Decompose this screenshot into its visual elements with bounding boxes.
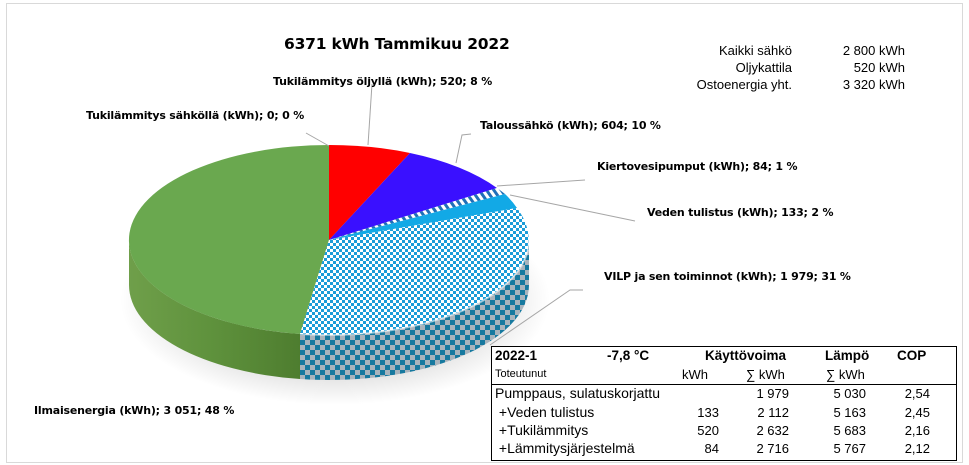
row-sum-kwh: 2 112: [757, 405, 789, 420]
summary-value: 3 320 kWh: [842, 77, 905, 92]
subheader-sum-kwh: ∑ kWh: [746, 367, 785, 382]
table-row: +Veden tulistus 133 2 112 5 163 2,45: [492, 404, 956, 422]
subheader-toteutunut: Toteutunut: [495, 368, 547, 380]
slice-tukilammitys-oljy: [329, 144, 410, 240]
chart-title: 6371 kWh Tammikuu 2022: [284, 35, 510, 53]
row-label: +Lämmitysjärjestelmä: [495, 440, 635, 456]
table-header: 2022-1 -7,8 °C Käyttövoima Lämpö COP: [492, 347, 956, 366]
row-lampo: 5 767: [833, 441, 866, 456]
label-taloussahko: Taloussähkö (kWh); 604; 10 %: [480, 119, 661, 132]
header-lampo: Lämpö: [825, 348, 870, 363]
label-tukilammitys-oljy: Tukilämmitys öljyllä (kWh); 520; 8 %: [273, 75, 493, 88]
header-cop: COP: [897, 348, 927, 363]
row-cop: 2,12: [904, 441, 930, 456]
row-label: +Tukilämmitys: [495, 422, 589, 438]
slice-side-ilmaisenergia: [129, 240, 300, 379]
label-veden-tulistus: Veden tulistus (kWh); 133; 2 %: [647, 206, 834, 219]
summary-row-oljykattila: Oljykattila 520 kWh: [680, 59, 905, 76]
table-subheader: Toteutunut kWh ∑ kWh ∑ kWh: [492, 366, 956, 385]
row-lampo: 5 030: [833, 386, 866, 401]
row-label: Pumppaus, sulatuskorjattu: [495, 385, 660, 401]
header-kayttovoima: Käyttövoima: [705, 348, 787, 363]
row-kwh: 84: [704, 441, 719, 456]
slice-taloussahko: [329, 153, 497, 240]
temperature: -7,8 °C: [607, 348, 650, 363]
energy-summary: Kaikki sähkö 2 800 kWh Oljykattila 520 k…: [680, 42, 905, 93]
row-sum-kwh: 2 632: [756, 423, 789, 438]
summary-label: Kaikki sähkö: [719, 43, 792, 58]
period: 2022-1: [495, 348, 538, 363]
slice-vilp: [300, 208, 529, 335]
row-kwh: 520: [697, 423, 719, 438]
row-sum-kwh: 2 716: [756, 441, 789, 456]
summary-value: 520 kWh: [853, 60, 905, 75]
leader-lines: [305, 83, 636, 346]
pie-rim: [299, 239, 530, 336]
label-vilp: VILP ja sen toiminnot (kWh); 1 979; 31 %: [604, 270, 851, 283]
label-ilmaisenergia: Ilmaisenergia (kWh); 3 051; 48 %: [34, 404, 235, 417]
summary-label: Oljykattila: [735, 60, 792, 75]
row-lampo: 5 163: [833, 405, 866, 420]
table-row: Pumppaus, sulatuskorjattu 1 979 5 030 2,…: [492, 385, 956, 403]
summary-row-ostoenergia: Ostoenergia yht. 3 320 kWh: [680, 76, 905, 93]
row-label: +Veden tulistus: [495, 404, 595, 420]
slice-kiertovesipumput: [329, 188, 505, 240]
slice-ilmaisenergia: [128, 145, 329, 334]
row-cop: 2,16: [904, 423, 930, 438]
summary-row-kaikki-sahko: Kaikki sähkö 2 800 kWh: [680, 42, 905, 59]
cop-table: 2022-1 -7,8 °C Käyttövoima Lämpö COP Tot…: [491, 346, 957, 461]
summary-label: Ostoenergia yht.: [696, 77, 792, 92]
slice-side-vilp: [300, 240, 529, 381]
row-cop: 2,54: [904, 386, 930, 401]
row-kwh: 133: [697, 405, 719, 420]
subheader-kwh: kWh: [682, 367, 708, 382]
row-cop: 2,45: [904, 405, 930, 420]
label-kiertovesipumput: Kiertovesipumput (kWh); 84; 1 %: [597, 160, 798, 173]
table-row: +Lämmitysjärjestelmä 84 2 716 5 767 2,12: [492, 440, 956, 458]
table-row: +Tukilämmitys 520 2 632 5 683 2,16: [492, 422, 956, 440]
row-sum-kwh: 1 979: [756, 386, 789, 401]
slice-veden-tulistus: [329, 194, 517, 240]
label-tukilammitys-sahko: Tukilämmitys sähköllä (kWh); 0; 0 %: [86, 109, 305, 122]
summary-value: 2 800 kWh: [842, 43, 905, 58]
subheader-sum-kwh-lampo: ∑ kWh: [826, 367, 865, 382]
row-lampo: 5 683: [833, 423, 866, 438]
